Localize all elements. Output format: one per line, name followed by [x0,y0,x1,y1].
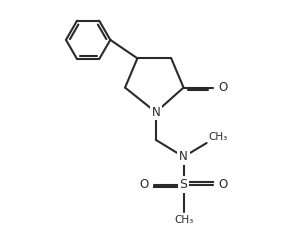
Text: S: S [179,178,187,191]
Text: CH₃: CH₃ [209,132,228,142]
Text: N: N [151,106,160,119]
Text: O: O [139,178,149,191]
Text: O: O [218,81,227,94]
Text: O: O [218,178,227,191]
Text: CH₃: CH₃ [174,215,193,225]
Text: N: N [179,150,188,163]
